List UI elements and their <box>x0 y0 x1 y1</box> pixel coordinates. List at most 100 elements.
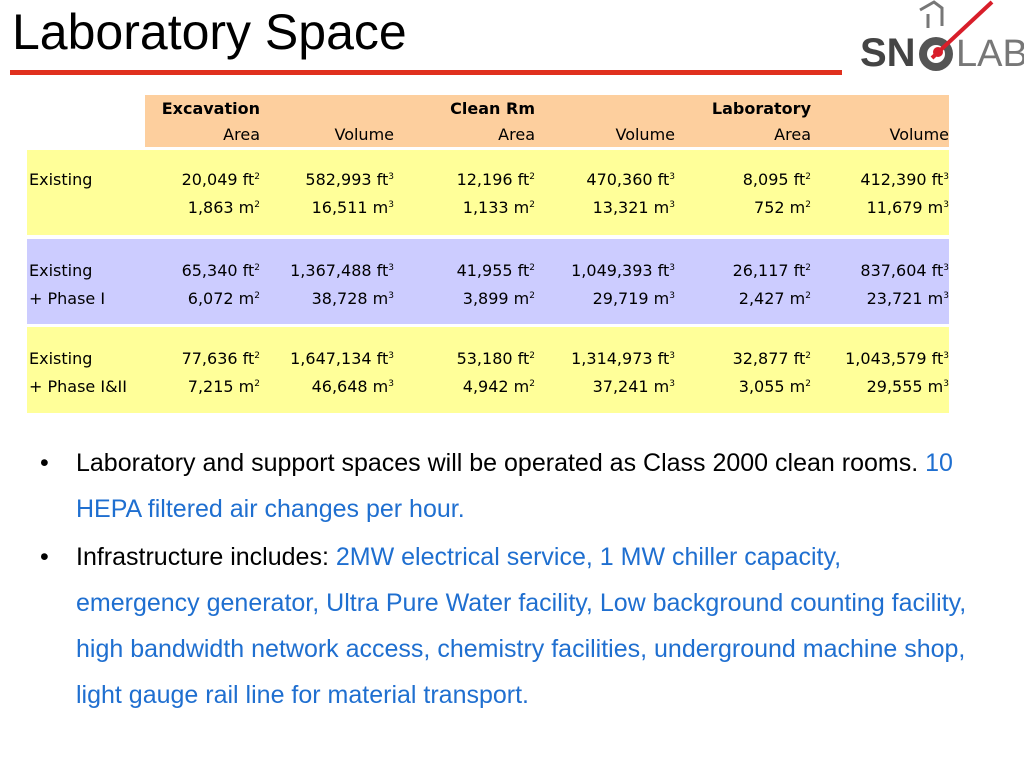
unit-exponent: 3 <box>669 291 675 301</box>
bullet-item: • Laboratory and support spaces will be … <box>40 440 970 532</box>
unit-exponent: 2 <box>805 291 811 301</box>
unit-exponent: 2 <box>805 200 811 210</box>
table-cell: 470,360 ft3 <box>586 170 675 189</box>
unit-exponent: 3 <box>943 172 949 182</box>
table-cell: 2,427 m2 <box>738 289 811 308</box>
unit-exponent: 2 <box>529 379 535 389</box>
table-cell: 53,180 ft2 <box>456 349 535 368</box>
unit-exponent: 2 <box>529 263 535 273</box>
table-cell: 837,604 ft3 <box>860 261 949 280</box>
bullet-highlight: 2MW electrical service, 1 MW chiller cap… <box>76 543 967 709</box>
table-cell: 3,055 m2 <box>738 377 811 396</box>
unit-exponent: 3 <box>943 291 949 301</box>
header-clean-rm: Clean Rm <box>450 99 535 118</box>
table-cell: 16,511 m3 <box>311 198 394 217</box>
table-cell: 6,072 m2 <box>187 289 260 308</box>
unit-exponent: 2 <box>254 263 260 273</box>
table-cell: 1,049,393 ft3 <box>571 261 675 280</box>
table-cell: 29,719 m3 <box>592 289 675 308</box>
table-cell: 37,241 m3 <box>592 377 675 396</box>
logo-text-lab: LAB <box>956 33 1024 75</box>
bullet-text: Laboratory and support spaces will be op… <box>76 449 926 477</box>
row-label: + Phase I <box>29 289 106 308</box>
header-excavation: Excavation <box>161 99 260 118</box>
table-cell: 26,117 ft2 <box>732 261 811 280</box>
unit-exponent: 3 <box>669 263 675 273</box>
row-label: Existing <box>29 170 93 189</box>
subheader-area: Area <box>223 125 260 144</box>
unit-exponent: 2 <box>805 263 811 273</box>
unit-exponent: 2 <box>805 379 811 389</box>
row-band-phase-1 <box>27 239 949 324</box>
unit-exponent: 2 <box>805 351 811 361</box>
unit-exponent: 3 <box>388 172 394 182</box>
table-cell: 412,390 ft3 <box>860 170 949 189</box>
table-cell: 65,340 ft2 <box>181 261 260 280</box>
table-cell: 23,721 m3 <box>866 289 949 308</box>
unit-exponent: 3 <box>388 291 394 301</box>
slide-title: Laboratory Space <box>12 4 407 60</box>
unit-exponent: 3 <box>669 200 675 210</box>
title-underline <box>10 70 842 75</box>
table-cell: 4,942 m2 <box>462 377 535 396</box>
table-cell: 41,955 ft2 <box>456 261 535 280</box>
unit-exponent: 2 <box>529 351 535 361</box>
subheader-area: Area <box>774 125 811 144</box>
subheader-area: Area <box>498 125 535 144</box>
unit-exponent: 3 <box>388 200 394 210</box>
unit-exponent: 2 <box>529 200 535 210</box>
unit-exponent: 2 <box>254 379 260 389</box>
table-cell: 7,215 m2 <box>187 377 260 396</box>
table-cell: 8,095 ft2 <box>742 170 811 189</box>
table-cell: 1,133 m2 <box>462 198 535 217</box>
table-cell: 1,043,579 ft3 <box>845 349 949 368</box>
table-header-band <box>27 95 949 147</box>
header-laboratory: Laboratory <box>711 99 811 118</box>
unit-exponent: 3 <box>669 172 675 182</box>
table-cell: 1,314,973 ft3 <box>571 349 675 368</box>
unit-exponent: 3 <box>943 200 949 210</box>
table-cell: 1,863 m2 <box>187 198 260 217</box>
unit-exponent: 3 <box>943 351 949 361</box>
row-band-existing <box>27 150 949 235</box>
unit-exponent: 3 <box>388 351 394 361</box>
unit-exponent: 3 <box>669 379 675 389</box>
snolab-logo: SN LAB <box>860 0 1024 75</box>
row-label: + Phase I&II <box>29 377 127 396</box>
bullet-item: • Infrastructure includes: 2MW electrica… <box>40 534 970 718</box>
unit-exponent: 2 <box>254 351 260 361</box>
table-cell: 20,049 ft2 <box>181 170 260 189</box>
unit-exponent: 3 <box>388 379 394 389</box>
unit-exponent: 2 <box>254 291 260 301</box>
bullet-highlight: 10 HEPA filtered air changes per hour. <box>76 449 953 523</box>
bullet-marker: • <box>40 543 49 571</box>
bullet-marker: • <box>40 449 49 477</box>
table-cell: 582,993 ft3 <box>305 170 394 189</box>
table-cell: 752 m2 <box>754 198 811 217</box>
row-label: Existing <box>29 349 93 368</box>
logo-text-sn: SN <box>860 31 916 75</box>
bullet-text: Infrastructure includes: <box>76 543 336 571</box>
table-cell: 38,728 m3 <box>311 289 394 308</box>
table-cell: 1,367,488 ft3 <box>290 261 394 280</box>
table-cell: 12,196 ft2 <box>456 170 535 189</box>
unit-exponent: 2 <box>529 172 535 182</box>
table-cell: 77,636 ft2 <box>181 349 260 368</box>
subheader-volume: Volume <box>334 125 394 144</box>
subheader-volume: Volume <box>615 125 675 144</box>
unit-exponent: 2 <box>254 200 260 210</box>
unit-exponent: 2 <box>254 172 260 182</box>
unit-exponent: 3 <box>943 263 949 273</box>
unit-exponent: 2 <box>805 172 811 182</box>
unit-exponent: 3 <box>669 351 675 361</box>
table-cell: 11,679 m3 <box>866 198 949 217</box>
unit-exponent: 3 <box>943 379 949 389</box>
unit-exponent: 2 <box>529 291 535 301</box>
row-label: Existing <box>29 261 93 280</box>
table-cell: 3,899 m2 <box>462 289 535 308</box>
row-band-phase-1-2 <box>27 327 949 413</box>
subheader-volume: Volume <box>889 125 949 144</box>
table-cell: 32,877 ft2 <box>732 349 811 368</box>
bullet-list: • Laboratory and support spaces will be … <box>40 440 970 718</box>
table-cell: 1,647,134 ft3 <box>290 349 394 368</box>
